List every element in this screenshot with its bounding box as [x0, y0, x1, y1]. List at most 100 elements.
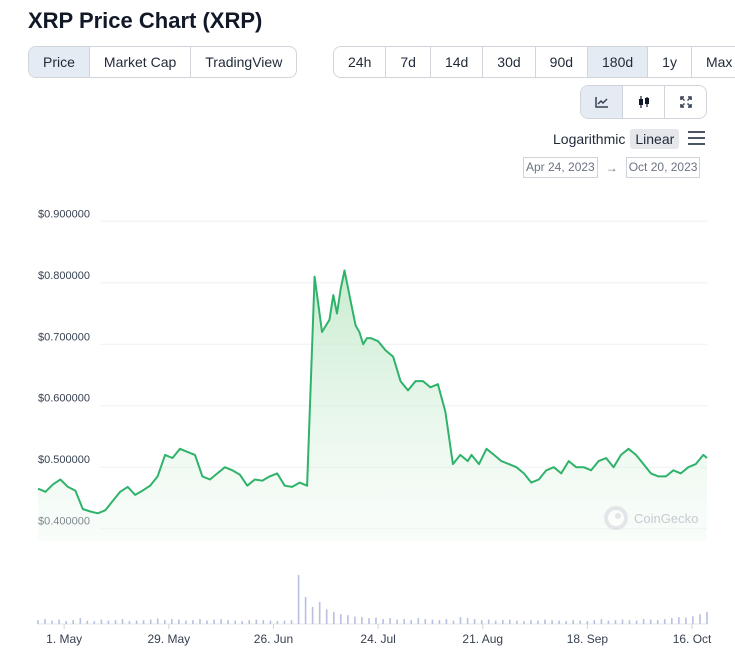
volume-bar [431, 619, 434, 624]
y-tick-label: $0.500000 [38, 454, 90, 466]
volume-bar [614, 620, 617, 624]
volume-bar [663, 619, 666, 624]
y-tick-label: $0.800000 [38, 270, 90, 282]
y-tick-label: $0.900000 [38, 208, 90, 220]
volume-bar [473, 619, 476, 624]
date-from-input[interactable]: Apr 24, 2023 [523, 157, 598, 178]
date-to-input[interactable]: Oct 20, 2023 [625, 157, 701, 178]
volume-bar [706, 611, 708, 625]
x-tick-label: 29. May [147, 632, 190, 646]
x-tick-label: 21. Aug [462, 632, 503, 646]
fullscreen-icon [679, 96, 692, 108]
volume-bar [149, 619, 152, 624]
volume-bar [692, 616, 694, 624]
volume-bar [487, 619, 490, 624]
volume-bar [600, 619, 603, 624]
volume-bar [452, 620, 455, 624]
volume-bar [311, 606, 314, 624]
y-tick-label: $0.700000 [38, 331, 90, 343]
volume-bar [551, 620, 553, 624]
tab-price[interactable]: Price [29, 47, 90, 77]
volume-bar [276, 621, 279, 624]
page-title: XRP Price Chart (XRP) [28, 8, 263, 33]
volume-bar [325, 609, 328, 624]
volume-bar [649, 619, 652, 624]
volume-bar [403, 619, 405, 624]
range-90d[interactable]: 90d [536, 47, 589, 77]
volume-bar [262, 620, 265, 624]
range-14d[interactable]: 14d [431, 47, 484, 77]
range-max[interactable]: Max [705, 54, 733, 70]
volume-bar [255, 619, 258, 624]
range-30d[interactable]: 30d [483, 47, 536, 77]
volume-bar [410, 620, 412, 624]
volume-bar [459, 617, 462, 624]
volume-bar [128, 621, 131, 624]
candlestick-icon [638, 96, 649, 108]
volume-bar [628, 620, 631, 624]
volume-bar [86, 620, 89, 624]
volume-bar [565, 621, 567, 624]
volume-bar [121, 619, 124, 624]
volume-bar [685, 617, 687, 624]
volume-bar [185, 620, 187, 624]
volume-bar [558, 620, 560, 624]
volume-bar [340, 614, 342, 624]
volume-bar [494, 620, 497, 624]
line-chart-icon [594, 97, 608, 108]
volume-bar [621, 619, 624, 624]
range-7d[interactable]: 7d [386, 47, 431, 77]
volume-bar [171, 619, 173, 624]
volume-bar [368, 618, 370, 624]
volume-bar [537, 620, 539, 624]
tab-tradingview[interactable]: TradingView [205, 54, 283, 70]
volume-bar [199, 619, 201, 624]
volume-bar [396, 619, 398, 624]
volume-bar [290, 620, 293, 624]
watermark-text: CoinGecko [634, 511, 698, 526]
volume-bar [509, 619, 511, 624]
volume-bar [37, 620, 39, 624]
line-chart-button[interactable] [581, 86, 623, 118]
volume-bar [424, 619, 427, 624]
range-24h[interactable]: 24h [334, 47, 387, 77]
volume-bar [530, 620, 532, 624]
volume-bar [156, 618, 159, 624]
volume-bar [642, 619, 645, 624]
hamburger-menu-icon[interactable] [688, 131, 705, 145]
fullscreen-button[interactable] [665, 86, 706, 118]
volume-bar [248, 620, 251, 624]
date-range-picker: Apr 24, 2023 → Oct 20, 2023 [523, 157, 701, 178]
volume-bar [516, 620, 518, 624]
volume-bar [107, 620, 110, 624]
range-180d[interactable]: 180d [588, 47, 649, 77]
range-1y[interactable]: 1y [648, 47, 692, 77]
volume-bar [65, 621, 67, 624]
price-area-fill [38, 270, 707, 541]
volume-bar [100, 619, 103, 624]
scale-logarithmic[interactable]: Logarithmic [553, 131, 626, 147]
price-line[interactable] [37, 269, 708, 515]
tab-market-cap[interactable]: Market Cap [90, 47, 192, 77]
volume-bar [213, 619, 215, 624]
scale-toggle: Logarithmic Linear [548, 128, 680, 150]
volume-bar [375, 617, 377, 624]
volume-bar [678, 617, 680, 624]
volume-bar [234, 620, 236, 624]
volume-bar [58, 619, 60, 624]
volume-bar [466, 618, 469, 624]
candlestick-button[interactable] [623, 86, 665, 118]
volume-bar [502, 620, 504, 624]
volume-bar [51, 620, 53, 624]
volume-bar [283, 620, 286, 624]
volume-bar [220, 619, 222, 624]
y-tick-label: $0.600000 [38, 393, 90, 405]
volume-bar [44, 619, 46, 624]
volume-bar [544, 619, 546, 624]
volume-bar [304, 597, 307, 624]
scale-linear[interactable]: Linear [630, 129, 680, 149]
volume-bar [164, 620, 166, 624]
volume-bar [361, 617, 363, 624]
volume-bar [135, 620, 138, 624]
